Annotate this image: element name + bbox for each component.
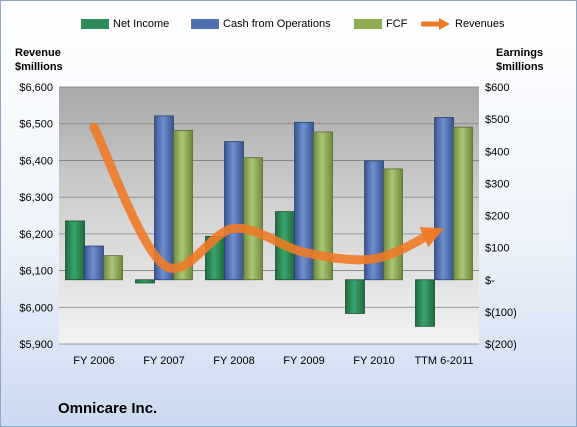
bar-cash-from-operations — [224, 141, 244, 281]
bar-net-income — [345, 279, 365, 314]
legend-label-fcf: FCF — [386, 18, 408, 30]
legend-swatch-fcf — [354, 19, 382, 29]
left-tick-label: $6,500 — [19, 119, 53, 131]
right-tick-label: $500 — [485, 114, 509, 126]
right-tick-label: $600 — [485, 82, 509, 94]
right-axis-title-line2: $millions — [496, 61, 544, 73]
x-tick-label: FY 2010 — [353, 355, 394, 367]
right-tick-label: $(100) — [485, 307, 517, 319]
bar-fcf — [173, 129, 193, 281]
x-tick-label: FY 2008 — [213, 355, 254, 367]
legend-item-cash-from-operations: Cash from Operations — [191, 15, 331, 33]
x-tick-label: TTM 6-2011 — [414, 355, 473, 367]
bar-fcf — [453, 126, 473, 281]
bar-cash-from-operations — [84, 245, 104, 281]
legend-swatch-revenues — [421, 18, 450, 30]
left-tick-label: $6,200 — [19, 229, 53, 241]
bar-fcf — [103, 255, 123, 281]
legend: Net Income Cash from Operations FCF Reve… — [1, 15, 576, 35]
right-tick-label: $200 — [485, 211, 509, 223]
legend-item-revenues: Revenues — [421, 15, 505, 33]
x-tick-label: FY 2009 — [283, 355, 324, 367]
revenues-arrowhead — [419, 227, 444, 248]
bar-fcf — [313, 131, 333, 281]
left-axis-title-line1: Revenue — [15, 47, 61, 59]
legend-swatch-cash-from-operations — [191, 19, 219, 29]
x-tick-label: FY 2007 — [143, 355, 184, 367]
left-tick-label: $6,300 — [19, 192, 53, 204]
legend-swatch-net-income — [81, 19, 109, 29]
right-tick-label: $- — [485, 275, 495, 287]
company-name: Omnicare Inc. — [58, 400, 158, 417]
bar-net-income — [135, 279, 155, 284]
legend-label-cash-from-operations: Cash from Operations — [223, 18, 331, 30]
bar-cash-from-operations — [434, 117, 454, 281]
left-tick-label: $6,600 — [19, 82, 53, 94]
left-tick-label: $5,900 — [19, 339, 53, 351]
left-tick-label: $6,000 — [19, 302, 53, 314]
right-axis-title: Earnings $millions — [496, 46, 544, 74]
right-axis-title-line1: Earnings — [496, 47, 544, 59]
legend-item-fcf: FCF — [354, 15, 407, 33]
legend-label-net-income: Net Income — [113, 18, 170, 30]
bar-net-income — [65, 220, 85, 281]
left-axis-title: Revenue $millions — [15, 46, 63, 74]
revenues-line — [89, 122, 437, 273]
right-tick-label: $300 — [485, 178, 509, 190]
bar-net-income — [415, 279, 435, 327]
left-tick-label: $6,100 — [19, 266, 53, 278]
left-tick-label: $6,400 — [19, 155, 53, 167]
bar-fcf — [243, 157, 263, 281]
legend-label-revenues: Revenues — [455, 18, 505, 30]
legend-item-net-income: Net Income — [81, 15, 169, 33]
right-tick-label: $100 — [485, 243, 509, 255]
bar-fcf — [383, 168, 403, 281]
right-tick-label: $(200) — [485, 339, 517, 351]
left-axis-title-line2: $millions — [15, 61, 63, 73]
x-tick-label: FY 2006 — [73, 355, 114, 367]
right-tick-label: $400 — [485, 146, 509, 158]
